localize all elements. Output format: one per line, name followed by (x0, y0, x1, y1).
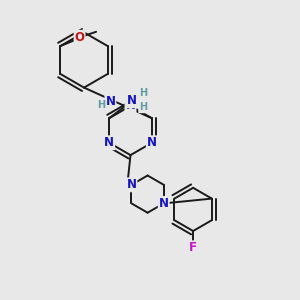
Text: H: H (97, 100, 105, 110)
Text: N: N (159, 197, 169, 210)
Text: N: N (105, 95, 116, 108)
Text: H: H (139, 102, 147, 112)
Text: N: N (127, 94, 137, 107)
Text: N: N (147, 136, 157, 149)
Text: N: N (104, 136, 114, 149)
Text: F: F (189, 241, 197, 254)
Text: O: O (75, 31, 85, 44)
Text: H: H (139, 88, 147, 98)
Text: N: N (127, 178, 136, 191)
Text: N: N (125, 99, 136, 112)
